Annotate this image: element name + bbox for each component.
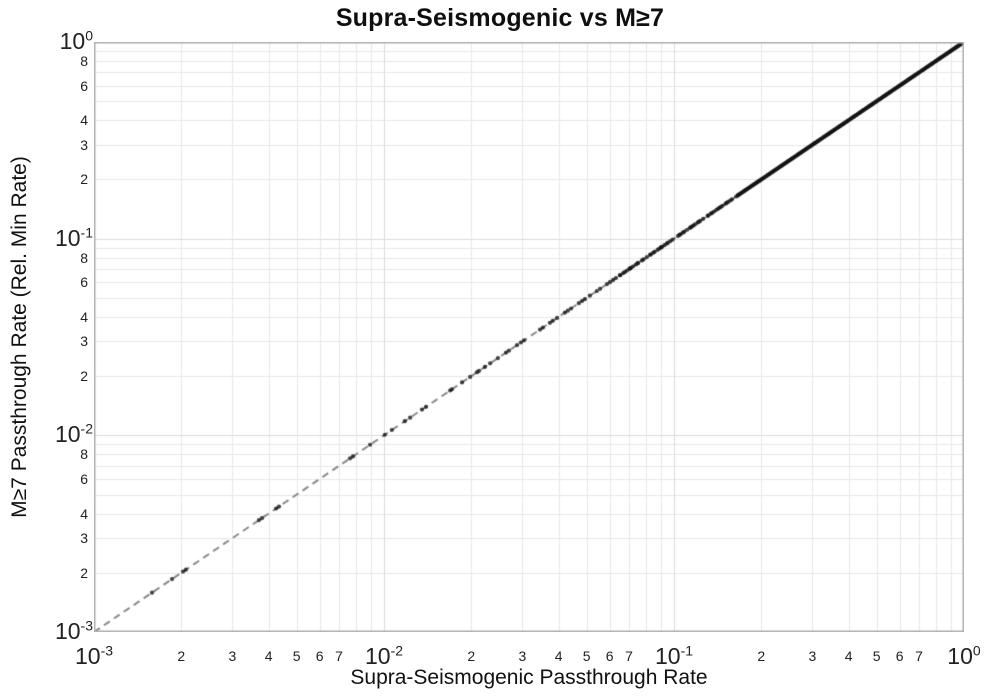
- x-tick-label: 100: [947, 642, 981, 669]
- x-tick-label: 7: [625, 648, 633, 664]
- y-tick-label: 3: [80, 530, 88, 547]
- x-tick-label: 6: [895, 648, 904, 664]
- y-tick-label: 8: [80, 446, 88, 463]
- y-tick-label: 8: [80, 249, 88, 266]
- x-tick-label: 6: [315, 648, 324, 664]
- x-tick-label: 5: [872, 648, 881, 664]
- x-tick-label: 3: [808, 648, 817, 664]
- y-tick-label: 3: [80, 333, 88, 350]
- y-tick-label: 2: [80, 171, 88, 188]
- plot-area: [94, 42, 964, 632]
- y-tick-label: 10-1: [54, 223, 93, 251]
- y-tick-label: 8: [80, 53, 88, 70]
- chart-title: Supra-Seismogenic vs M≥7: [335, 4, 665, 32]
- x-tick-label: 10-2: [364, 642, 404, 669]
- y-tick-label: 2: [80, 564, 88, 581]
- x-tick-label: 4: [844, 648, 853, 664]
- x-tick-label: 5: [292, 648, 301, 664]
- y-tick-label: 3: [80, 136, 88, 153]
- y-tick-label: 4: [80, 112, 88, 129]
- x-tick-label: 2: [177, 648, 186, 664]
- y-tick-label: 10-2: [54, 420, 93, 448]
- y-tick-label: 6: [80, 274, 88, 291]
- x-tick-label: 3: [518, 648, 527, 664]
- plot-canvas: [94, 42, 964, 632]
- y-tick-label: 10-3: [54, 617, 93, 644]
- y-tick-label: 6: [80, 77, 88, 94]
- x-tick-label: 7: [335, 648, 343, 664]
- x-tick-label: 2: [467, 648, 476, 664]
- x-tick-label: 3: [228, 648, 237, 664]
- x-tick-label: 2: [757, 648, 766, 664]
- x-axis-title: Supra-Seismogenic Passthrough Rate: [350, 666, 708, 689]
- x-tick-label: 10-3: [74, 642, 114, 669]
- y-tick-label: 6: [80, 470, 88, 487]
- y-tick-label: 2: [80, 368, 88, 385]
- x-tick-label: 4: [264, 648, 273, 664]
- x-tick-label: 4: [554, 648, 563, 664]
- y-tick-label: 4: [80, 505, 88, 522]
- x-tick-label: 5: [582, 648, 591, 664]
- y-tick-label: 100: [59, 27, 93, 54]
- x-tick-label: 6: [605, 648, 614, 664]
- x-tick-label: 10-1: [654, 642, 694, 669]
- x-tick-label: 7: [915, 648, 923, 664]
- y-tick-label: 4: [80, 308, 88, 325]
